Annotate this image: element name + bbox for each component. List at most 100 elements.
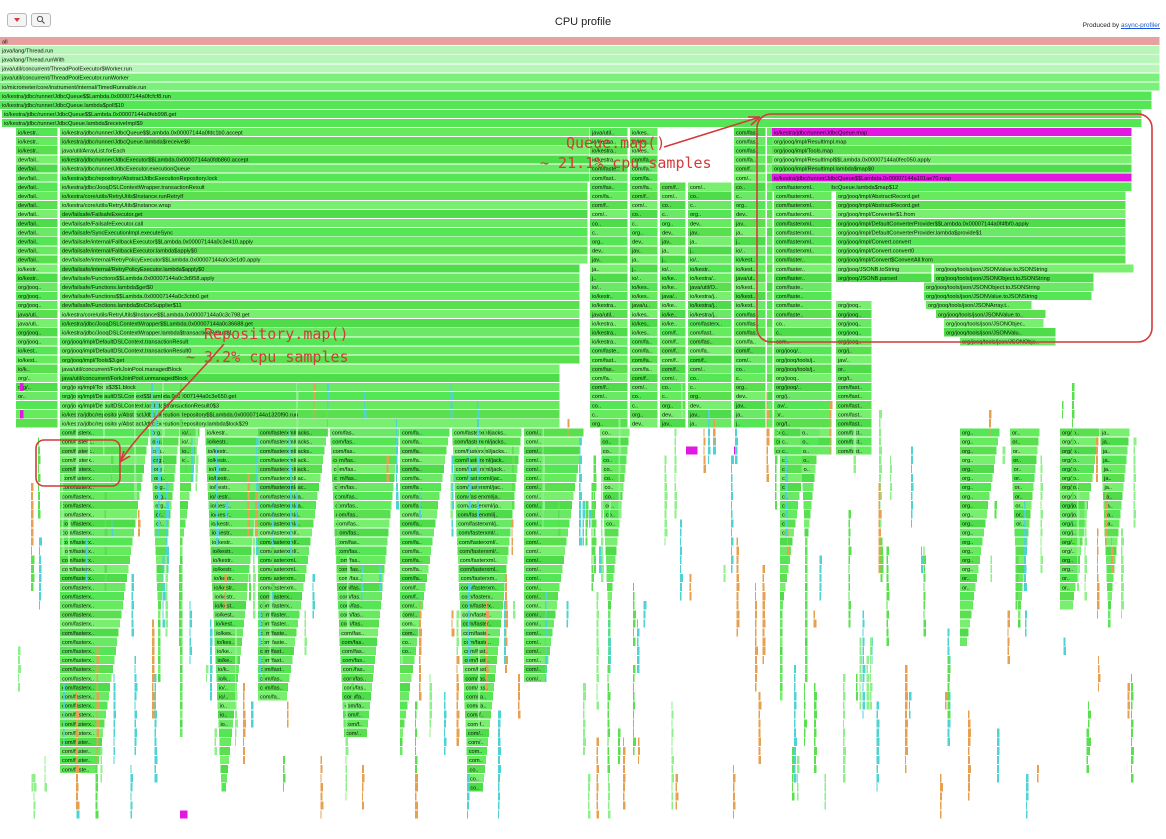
flame-frame-deep[interactable] <box>180 492 190 501</box>
flame-frame-thin[interactable] <box>214 728 217 737</box>
flame-frame-thin[interactable] <box>263 655 266 664</box>
flame-frame-thin[interactable] <box>762 646 766 655</box>
flame-frame-middle[interactable]: java/u.. <box>630 300 658 309</box>
flame-frame-deep[interactable] <box>180 619 183 628</box>
flame-frame-middle[interactable] <box>767 255 773 264</box>
flame-frame-thin[interactable] <box>1096 583 1100 592</box>
flame-frame-middle[interactable]: c.. <box>590 228 628 236</box>
flame-frame-thin[interactable] <box>130 792 132 801</box>
flame-frame-middle[interactable]: io/kes.. <box>630 328 658 337</box>
flame-frame-thin[interactable] <box>75 774 78 783</box>
flame-frame-deep[interactable] <box>804 528 809 537</box>
flame-frame-thin[interactable] <box>289 510 292 519</box>
flame-frame-thin[interactable] <box>878 528 881 537</box>
flame-frame-thin[interactable] <box>456 710 460 719</box>
flame-frame-thin[interactable] <box>295 501 298 510</box>
flame-frame-thin[interactable] <box>347 564 350 573</box>
flame-frame-deep[interactable] <box>180 601 183 610</box>
flame-frame-thin[interactable] <box>158 519 160 528</box>
flame-frame-middle[interactable]: com/f.. <box>590 382 628 391</box>
flame-frame-thin[interactable] <box>1121 610 1123 619</box>
flame-frame-thin[interactable] <box>504 628 506 637</box>
flame-frame-thin[interactable] <box>476 482 479 492</box>
flame-frame-thin[interactable] <box>579 510 581 519</box>
flame-frame-thin[interactable] <box>511 537 514 546</box>
flame-frame-deep[interactable] <box>960 628 969 637</box>
flame-frame-thin[interactable] <box>591 482 594 492</box>
flame-frame-thin[interactable] <box>215 446 218 455</box>
flame-frame-thin[interactable] <box>947 692 951 701</box>
flame-frame-middle[interactable]: com/fas.. <box>688 337 732 346</box>
flame-frame-thin[interactable] <box>842 737 845 746</box>
flame-frame-thin[interactable] <box>362 765 364 774</box>
flame-frame-thin[interactable] <box>161 419 164 428</box>
flame-frame-thin[interactable] <box>794 746 797 755</box>
flame-frame-thin[interactable] <box>591 492 593 501</box>
flame-frame-middle[interactable]: dev.. <box>630 419 658 428</box>
flame-frame-thin[interactable] <box>587 810 591 819</box>
flame-frame-thin[interactable] <box>862 683 864 692</box>
flame-frame-thin[interactable] <box>234 674 236 683</box>
flame-frame-deep[interactable]: org.. <box>960 437 998 446</box>
flame-frame-thin[interactable] <box>468 601 470 610</box>
flame-frame-thin[interactable] <box>37 455 41 464</box>
flame-frame-thin[interactable] <box>1130 674 1132 683</box>
flame-frame-thin[interactable] <box>785 501 789 510</box>
flame-frame-thin[interactable] <box>600 492 603 501</box>
flame-frame-deep[interactable] <box>780 546 792 555</box>
flame-frame-thin[interactable] <box>1077 492 1080 501</box>
flame-frame-deep[interactable]: com/fa.. <box>258 692 287 701</box>
flame-frame-deep[interactable] <box>400 719 405 728</box>
flame-frame-left[interactable]: io/kestra/jdbc/runner/JdbcQueue$$Lambda.… <box>60 128 590 136</box>
flame-frame-thin[interactable] <box>869 674 872 683</box>
flame-frame-thin[interactable] <box>429 710 432 719</box>
flame-frame-thin[interactable] <box>30 482 34 492</box>
flame-frame-thin[interactable] <box>803 710 806 719</box>
flame-frame-thin[interactable] <box>730 528 732 537</box>
flame-frame-thin[interactable] <box>215 501 218 510</box>
flame-frame-thin[interactable] <box>96 746 98 755</box>
flame-frame-thin[interactable] <box>362 792 364 801</box>
flame-frame-thin[interactable] <box>762 637 766 646</box>
flame-frame-deep[interactable]: io/kestr.. <box>207 473 260 482</box>
flame-frame-thin[interactable] <box>848 619 851 628</box>
flame-frame-thin[interactable] <box>511 528 513 537</box>
flame-frame-thin[interactable] <box>419 601 421 610</box>
flame-frame-thin[interactable] <box>134 683 138 692</box>
flame-frame-thin[interactable] <box>498 710 501 719</box>
flame-frame-thin[interactable] <box>191 446 195 455</box>
flame-frame-deep[interactable]: com/fasterx.. <box>60 637 118 646</box>
flame-frame-thin[interactable] <box>131 628 135 637</box>
flame-frame-thin[interactable] <box>1002 446 1006 455</box>
flame-frame-deep[interactable]: com/fas.. <box>336 573 384 582</box>
flame-frame-deep[interactable]: com/fast.. <box>462 646 498 655</box>
flame-frame-middle[interactable] <box>767 310 773 319</box>
flame-frame-middle[interactable] <box>767 401 773 410</box>
flame-frame-thin[interactable] <box>797 783 799 792</box>
flame-frame-thin[interactable] <box>30 501 34 510</box>
flame-frame-right-short[interactable]: com/faster.. <box>774 255 832 264</box>
flame-frame-thin[interactable] <box>320 755 323 765</box>
flame-frame-deep[interactable]: com/fa.. <box>400 428 450 437</box>
flame-frame-right-short[interactable]: com/fasterxml.. <box>774 219 832 227</box>
flame-frame-thin[interactable] <box>679 564 681 573</box>
flame-frame-thin[interactable] <box>111 464 113 473</box>
flame-frame-thin[interactable] <box>1025 783 1029 792</box>
flame-frame-thin[interactable] <box>618 492 621 501</box>
flame-frame-thin[interactable] <box>38 537 42 546</box>
flame-frame-deep[interactable] <box>157 592 162 601</box>
flame-frame-thin[interactable] <box>33 783 37 792</box>
flame-frame-deep[interactable]: or.. <box>1012 473 1035 482</box>
flame-frame-thin[interactable] <box>876 774 879 783</box>
flame-frame-thin[interactable] <box>910 446 914 455</box>
flame-frame-thin[interactable] <box>419 664 421 674</box>
flame-frame-thin[interactable] <box>996 746 1000 755</box>
flame-frame-thin[interactable] <box>419 683 421 692</box>
thread-frame[interactable]: io/kestra/jdbc/runner/JdbcQueue.lambda$p… <box>0 100 1152 109</box>
flame-frame-thin[interactable] <box>797 755 800 765</box>
flame-frame-thin[interactable] <box>632 692 635 701</box>
flame-frame-thin[interactable] <box>347 555 350 564</box>
flame-frame-thin[interactable] <box>130 774 134 783</box>
flame-frame-thin[interactable] <box>195 428 198 437</box>
flame-frame-middle[interactable]: io/kes.. <box>630 128 658 136</box>
